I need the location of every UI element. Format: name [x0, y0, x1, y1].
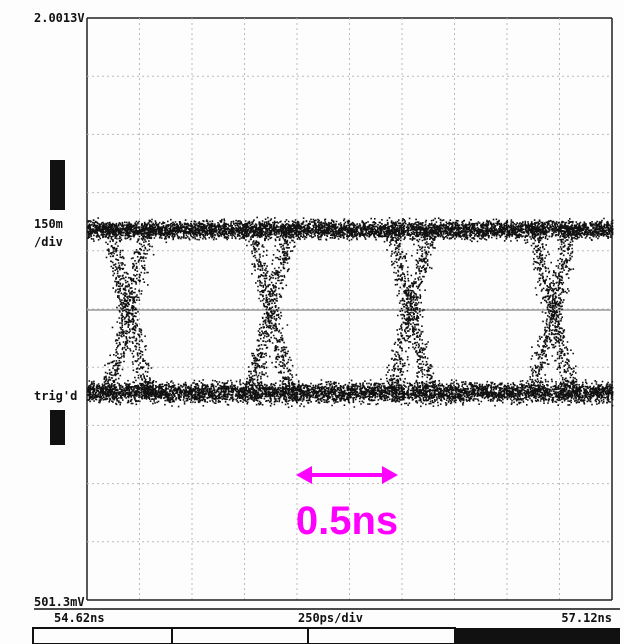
- top-level: 2.0013V: [34, 11, 85, 25]
- trigger-marker: [50, 410, 65, 445]
- softkey[interactable]: [455, 628, 620, 644]
- time-end: 57.12ns: [561, 611, 612, 625]
- annotation: 0.5ns: [296, 499, 398, 543]
- level-marker: [50, 160, 65, 210]
- time-start: 54.62ns: [54, 611, 105, 625]
- scale-unit: /div: [34, 235, 63, 249]
- time-scale: 250ps/div: [298, 611, 363, 625]
- bottom-level: 501.3mV: [34, 595, 85, 609]
- trigger: trig'd: [34, 389, 77, 403]
- background: [0, 0, 624, 644]
- scope-screen: 2.0013V 150m /div trig'd 501.3mV 54.62ns…: [0, 0, 624, 644]
- scale: 150m: [34, 217, 63, 231]
